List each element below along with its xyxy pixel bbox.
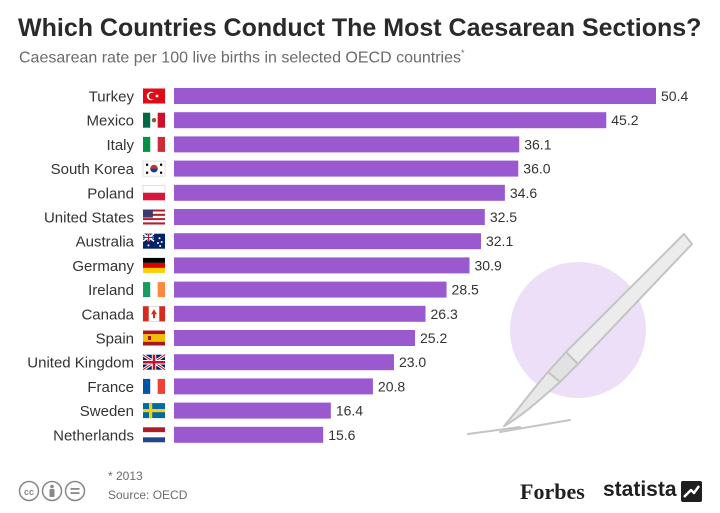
category-label-australia: Australia — [76, 234, 135, 251]
bar-mexico — [174, 112, 607, 129]
category-label-france: France — [87, 379, 134, 396]
category-label-netherlands: Netherlands — [53, 427, 134, 444]
category-label-spain: Spain — [96, 331, 134, 348]
sweden-flag-icon — [143, 403, 165, 419]
category-label-south-korea: South Korea — [51, 161, 135, 178]
subtitle-marker: * — [461, 48, 465, 58]
value-label-united-states: 32.5 — [490, 209, 517, 225]
category-label-ireland: Ireland — [88, 282, 134, 299]
poland-flag-icon — [142, 185, 166, 201]
australia-flag-icon — [142, 233, 165, 249]
bar-australia — [174, 233, 481, 250]
mexico-flag-icon — [143, 112, 165, 128]
spain-flag-icon — [143, 330, 165, 346]
value-label-united-kingdom: 23.0 — [399, 354, 426, 370]
bar-canada — [174, 305, 426, 322]
france-flag-icon — [143, 378, 165, 394]
subtitle-text: Caesarean rate per 100 live births in se… — [19, 49, 461, 67]
value-label-poland: 34.6 — [510, 185, 537, 201]
attribution-icon — [41, 480, 63, 502]
category-label-italy: Italy — [106, 137, 134, 154]
bar-sweden — [174, 402, 331, 419]
value-label-canada: 26.3 — [431, 306, 458, 322]
license-icons: cc — [18, 480, 86, 502]
decoration-circle — [510, 262, 646, 398]
svg-text:cc: cc — [24, 487, 34, 497]
bar-france — [174, 378, 373, 395]
ireland-flag-icon — [143, 282, 165, 298]
category-label-canada: Canada — [81, 306, 134, 323]
bar-turkey — [174, 88, 656, 104]
scalpel-icon — [467, 233, 693, 435]
category-label-mexico: Mexico — [86, 113, 134, 130]
category-label-united-kingdom: United Kingdom — [27, 355, 134, 372]
italy-flag-icon — [143, 136, 165, 152]
source-note: Source: OECD — [108, 488, 188, 502]
value-label-australia: 32.1 — [486, 233, 513, 249]
value-label-sweden: 16.4 — [336, 403, 363, 419]
value-label-turkey: 50.4 — [661, 88, 688, 104]
chart-title: Which Countries Conduct The Most Caesare… — [18, 14, 702, 42]
bar-united-states — [174, 209, 485, 225]
value-label-mexico: 45.2 — [611, 112, 638, 128]
value-label-south-korea: 36.0 — [523, 161, 550, 177]
statista-mark-icon — [681, 481, 702, 502]
category-label-germany: Germany — [72, 258, 134, 275]
bar-ireland — [174, 281, 447, 298]
value-label-ireland: 28.5 — [452, 282, 479, 298]
value-label-france: 20.8 — [378, 378, 405, 394]
united-kingdom-flag-icon — [142, 353, 166, 371]
cc-icon: cc — [18, 480, 40, 502]
bar-south-korea — [174, 160, 519, 177]
bar-italy — [174, 136, 520, 153]
germany-flag-icon — [143, 257, 165, 273]
turkey-flag-icon — [143, 88, 165, 104]
statista-logo: statista — [603, 478, 677, 501]
footnote: * 2013 — [108, 469, 143, 483]
united-states-flag-icon — [143, 209, 165, 225]
south-korea-flag-icon — [142, 160, 166, 177]
bar-spain — [174, 330, 415, 346]
value-label-italy: 36.1 — [524, 136, 551, 152]
category-label-sweden: Sweden — [80, 403, 134, 420]
value-label-spain: 25.2 — [420, 330, 447, 346]
value-label-germany: 30.9 — [475, 257, 502, 273]
value-label-netherlands: 15.6 — [328, 427, 355, 443]
canada-flag-icon — [142, 305, 166, 322]
bar-netherlands — [174, 426, 324, 443]
bar-germany — [174, 257, 470, 274]
category-label-poland: Poland — [87, 185, 134, 202]
scalpel-decoration — [467, 233, 693, 435]
forbes-logo: Forbes — [520, 479, 585, 504]
category-label-united-states: United States — [44, 210, 134, 227]
category-label-turkey: Turkey — [89, 89, 135, 106]
netherlands-flag-icon — [143, 427, 165, 443]
bar-united-kingdom — [174, 354, 394, 371]
no-derivatives-icon — [64, 480, 86, 502]
chart-subtitle: Caesarean rate per 100 live births in se… — [19, 48, 465, 67]
bar-poland — [174, 184, 505, 201]
